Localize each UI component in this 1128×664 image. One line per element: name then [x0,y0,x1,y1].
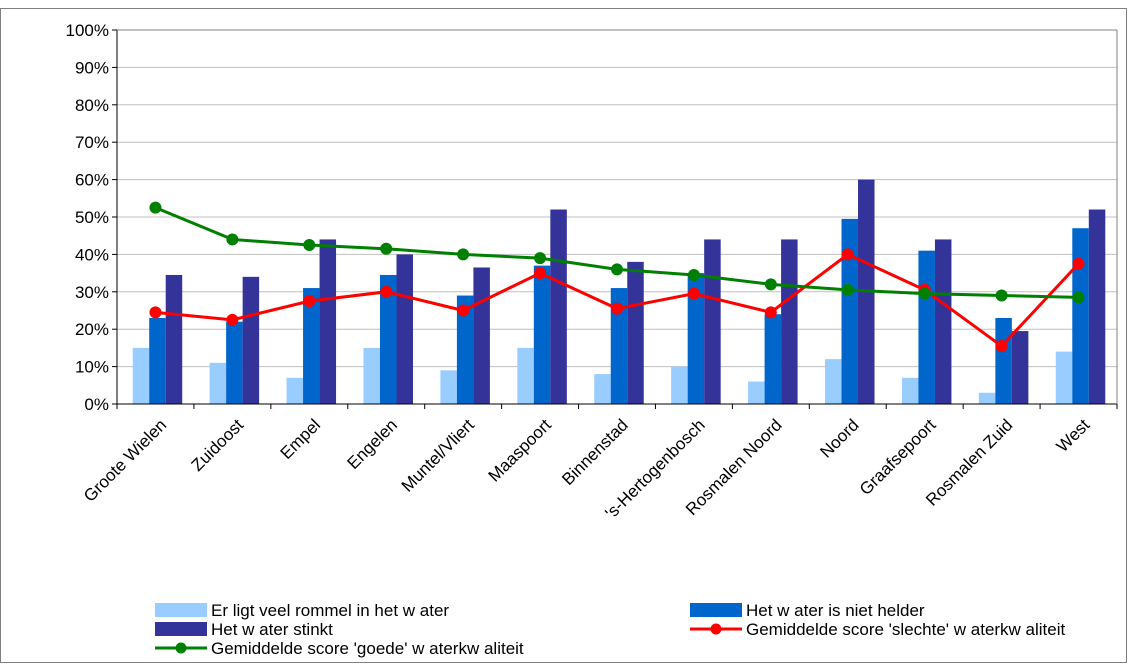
bar [918,250,935,404]
y-tick-label: 50% [75,208,109,227]
legend-label: Het w ater stinkt [211,620,333,639]
line-point [226,313,239,326]
bar [704,239,721,404]
line-point [457,248,470,261]
bar [379,274,397,404]
bar [1011,331,1029,404]
bar [995,317,1012,404]
legend-marker [175,642,187,654]
y-tick-label: 0% [84,395,109,414]
lines [149,201,1085,353]
legend-label: Gemiddelde score 'goede' w aterkw alitei… [211,639,524,658]
legend-swatch [690,603,742,617]
line-point [841,248,854,261]
line-point [149,306,162,319]
bar [473,267,490,404]
legend: Er ligt veel rommel in het w ater Het w a… [155,601,1066,658]
legend-label: Gemiddelde score 'slechte' w aterkw alit… [746,620,1066,639]
bar [978,392,996,404]
line-point [918,287,931,300]
bar [209,362,227,404]
bar [396,254,413,404]
line-point [841,283,854,296]
line-point [995,289,1008,302]
bar [781,239,798,404]
bar [517,347,534,404]
bar [841,218,859,404]
bar [934,239,952,404]
line-point [1072,291,1085,304]
bar [363,347,380,404]
bar [550,209,567,404]
line-point [1072,257,1085,270]
bar [671,366,688,404]
y-tick-label: 20% [75,320,109,339]
bar [226,321,243,404]
line-point [687,268,700,281]
bar [456,295,474,404]
legend-label: Het w ater is niet helder [746,601,925,620]
y-tick-label: 60% [75,171,109,190]
line-point [303,295,316,308]
line-point [687,287,700,300]
line-point [611,302,623,315]
legend-label: Er ligt veel rommel in het w ater [211,601,449,620]
bar [825,359,842,404]
bar [132,347,150,404]
bar [286,377,304,404]
line-point [534,252,547,265]
line-point [380,242,393,255]
legend-swatch [155,603,207,617]
line-point [995,340,1008,353]
bar [748,381,765,404]
legend-swatch [155,622,207,636]
bar [533,265,551,404]
bar [901,377,919,404]
bar [242,276,260,404]
bar [594,374,611,404]
bars [132,179,1106,404]
line-point [457,304,470,317]
line-point [303,239,316,252]
bar [1072,228,1089,404]
line-point [611,263,623,276]
bar [1088,209,1106,404]
line-point [149,201,162,214]
line-point [764,306,777,319]
bar [1055,351,1073,404]
line-point [226,233,239,246]
line-point [534,267,547,280]
bar [149,317,166,404]
bar [303,288,320,404]
y-tick-label: 100% [66,21,109,40]
y-tick-label: 80% [75,96,109,115]
bar [319,239,337,404]
y-tick-label: 70% [75,133,109,152]
bar [610,288,628,404]
line-point [380,285,393,298]
bar [440,370,457,404]
legend-marker [710,623,722,635]
line-point [764,278,777,291]
y-tick-label: 90% [75,58,109,77]
bar [627,261,644,404]
y-tick-label: 10% [75,358,109,377]
y-tick-label: 40% [75,245,109,264]
bar [764,314,782,404]
bar [165,274,183,404]
y-tick-label: 30% [75,283,109,302]
bar [687,273,705,404]
